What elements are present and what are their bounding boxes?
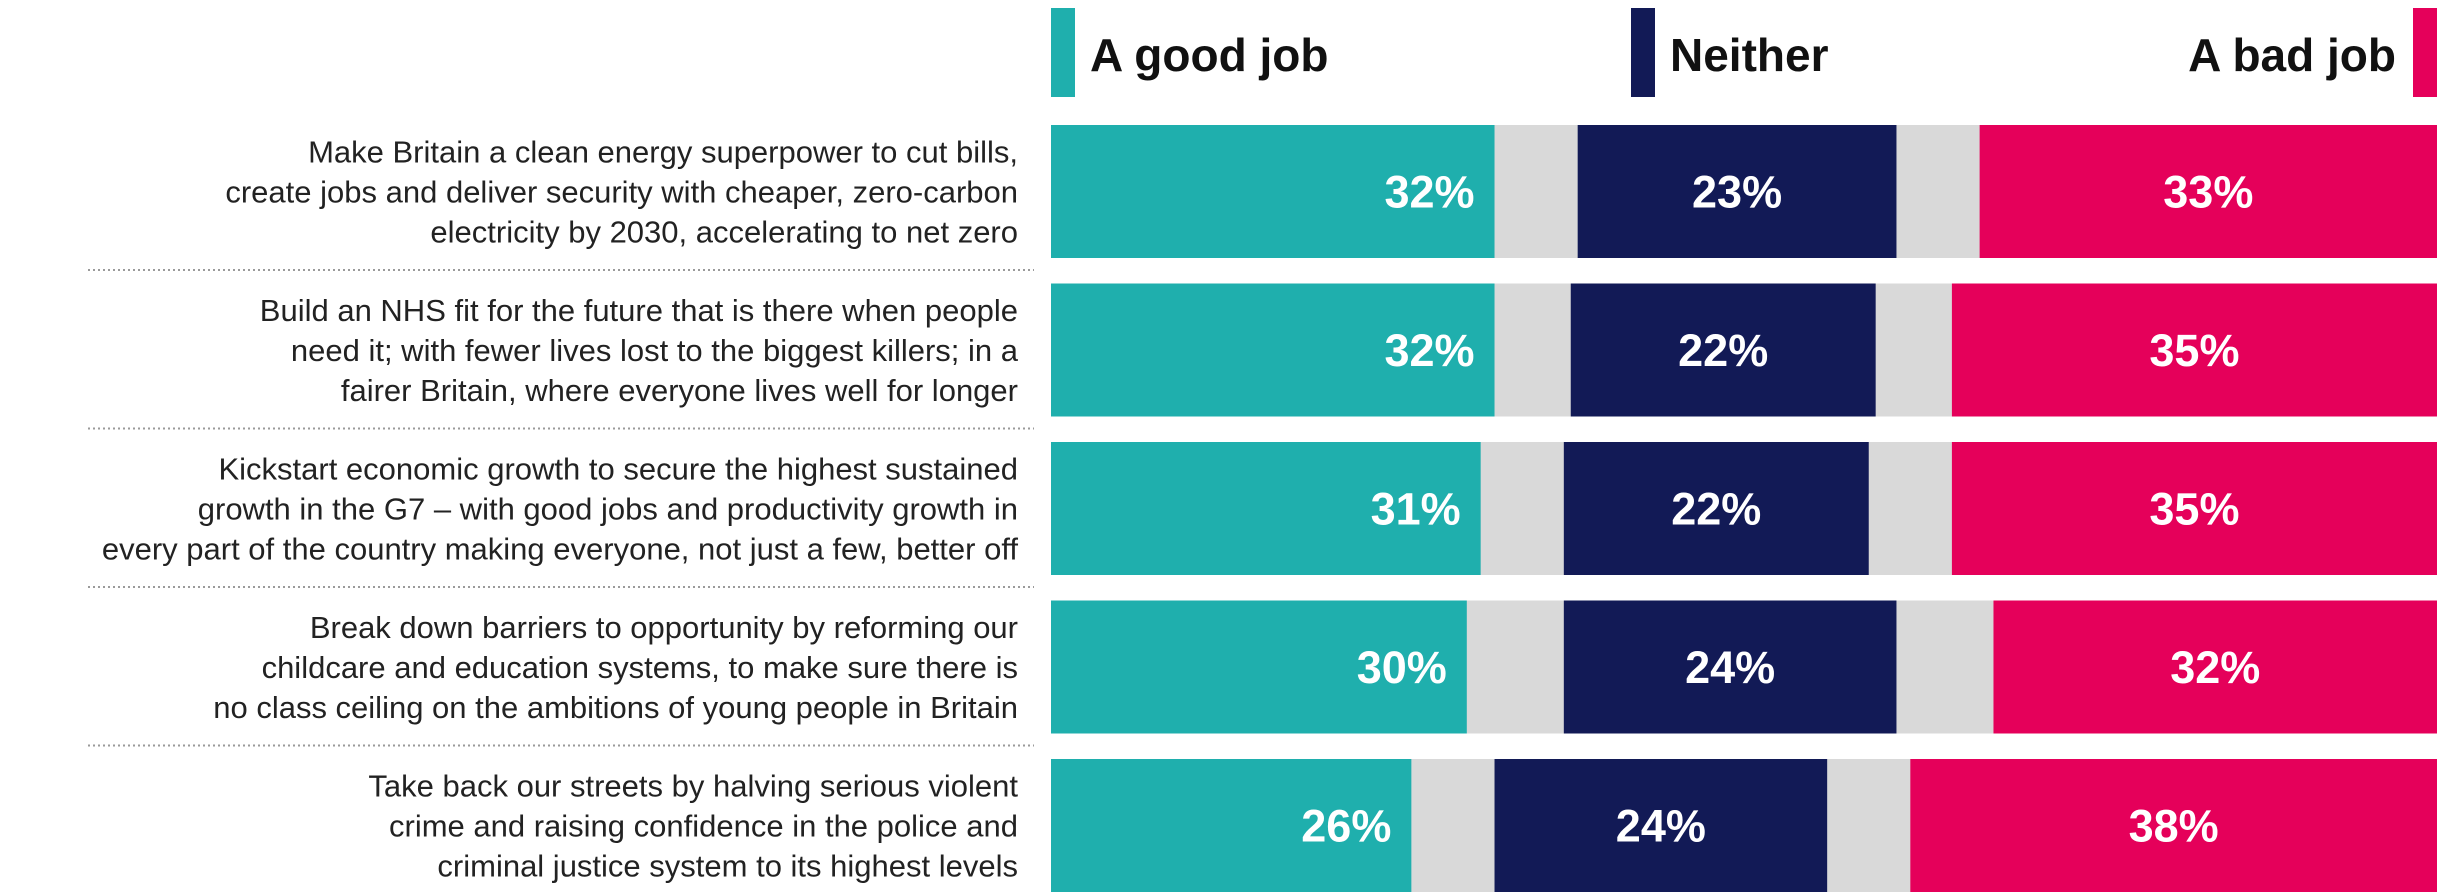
- bar-neither: [1570, 283, 1876, 417]
- legend-label-neither: Neither: [1670, 29, 1829, 81]
- value-label-bad: 33%: [2163, 167, 2253, 218]
- category-label-line: Build an NHS fit for the future that is …: [260, 293, 1018, 328]
- category-label-line: criminal justice system to its highest l…: [437, 849, 1018, 884]
- value-label-neither: 24%: [1685, 642, 1775, 693]
- category-label-line: no class ceiling on the ambitions of you…: [213, 690, 1018, 725]
- category-label-line: crime and raising confidence in the poli…: [389, 809, 1018, 844]
- category-label-line: create jobs and deliver security with ch…: [225, 175, 1018, 210]
- value-label-bad: 32%: [2170, 642, 2260, 693]
- value-label-neither: 23%: [1692, 167, 1782, 218]
- bar-good: [1051, 125, 1495, 258]
- chart-rows: Make Britain a clean energy superpower t…: [88, 125, 2437, 892]
- category-label-line: Take back our streets by halving serious…: [368, 769, 1018, 804]
- value-label-good: 26%: [1301, 801, 1391, 852]
- category-label: Build an NHS fit for the future that is …: [260, 293, 1019, 408]
- category-label-line: fairer Britain, where everyone lives wel…: [341, 373, 1018, 408]
- category-label: Break down barriers to opportunity by re…: [213, 610, 1018, 725]
- bar-neither: [1563, 600, 1897, 734]
- category-label-line: need it; with fewer lives lost to the bi…: [291, 333, 1019, 368]
- category-label-line: electricity by 2030, accelerating to net…: [430, 215, 1018, 250]
- chart-row: Take back our streets by halving serious…: [368, 759, 2437, 892]
- category-label-line: growth in the G7 – with good jobs and pr…: [198, 492, 1018, 527]
- value-label-good: 32%: [1384, 325, 1474, 376]
- value-label-neither: 24%: [1616, 801, 1706, 852]
- chart-row: Kickstart economic growth to secure the …: [88, 442, 2437, 588]
- bar-neither: [1563, 442, 1869, 575]
- value-label-bad: 38%: [2129, 801, 2219, 852]
- bar-good: [1051, 759, 1412, 892]
- value-label-bad: 35%: [2149, 484, 2239, 535]
- legend-swatch-neither: [1631, 8, 1655, 97]
- bar-neither: [1494, 759, 1828, 892]
- chart-legend: A good job Neither A bad job: [1051, 8, 2437, 97]
- value-label-neither: 22%: [1671, 484, 1761, 535]
- legend-swatch-bad: [2413, 8, 2437, 97]
- chart-row: Break down barriers to opportunity by re…: [88, 600, 2437, 747]
- category-label: Take back our streets by halving serious…: [368, 769, 1018, 884]
- bar-bad: [1910, 759, 2437, 892]
- bar-bad: [1993, 600, 2437, 734]
- bar-good: [1051, 283, 1495, 417]
- legend-label-good: A good job: [1090, 29, 1328, 81]
- bar-good: [1051, 442, 1481, 575]
- category-label-line: Kickstart economic growth to secure the …: [218, 452, 1018, 487]
- category-label-line: Make Britain a clean energy superpower t…: [308, 135, 1018, 170]
- category-label: Kickstart economic growth to secure the …: [102, 452, 1019, 567]
- bar-bad: [1979, 125, 2437, 258]
- value-label-good: 32%: [1384, 167, 1474, 218]
- value-label-good: 31%: [1371, 484, 1461, 535]
- value-label-bad: 35%: [2149, 325, 2239, 376]
- legend-swatch-good: [1051, 8, 1075, 97]
- bar-neither: [1577, 125, 1897, 258]
- bar-bad: [1951, 283, 2437, 417]
- bar-bad: [1951, 442, 2437, 575]
- bar-good: [1051, 600, 1467, 734]
- chart-row: Make Britain a clean energy superpower t…: [88, 125, 2437, 271]
- value-label-good: 30%: [1357, 642, 1447, 693]
- legend-label-bad: A bad job: [2188, 29, 2396, 81]
- category-label-line: childcare and education systems, to make…: [262, 650, 1018, 685]
- category-label: Make Britain a clean energy superpower t…: [225, 135, 1018, 250]
- value-label-neither: 22%: [1678, 325, 1768, 376]
- chart-row: Build an NHS fit for the future that is …: [88, 283, 2437, 430]
- category-label-line: every part of the country making everyon…: [102, 532, 1019, 567]
- category-label-line: Break down barriers to opportunity by re…: [310, 610, 1018, 645]
